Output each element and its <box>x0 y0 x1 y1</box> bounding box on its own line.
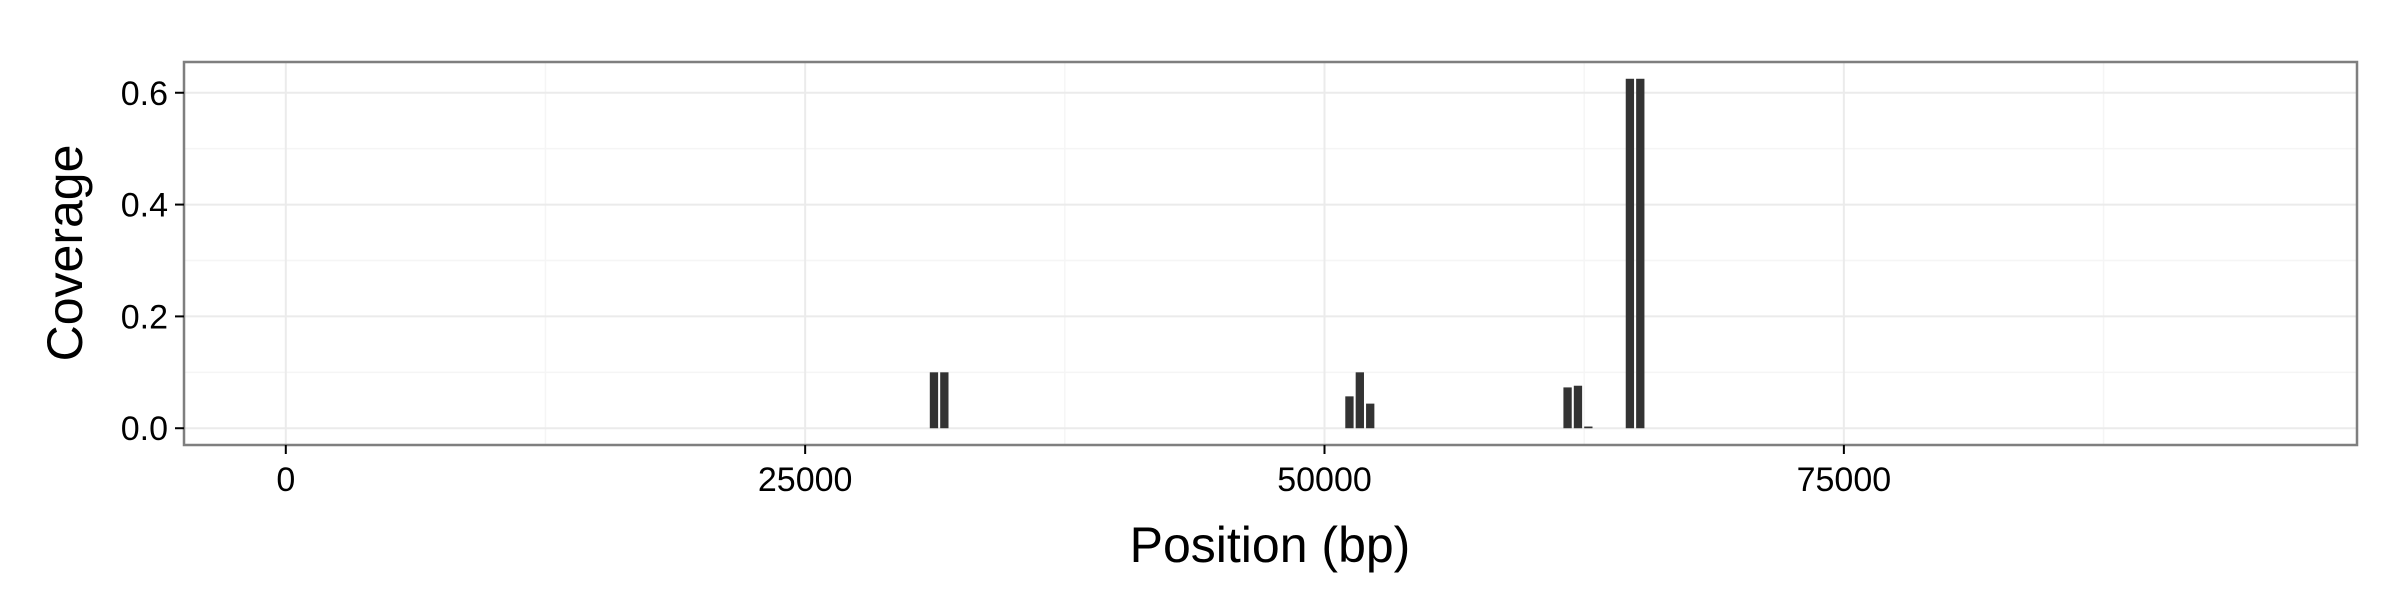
bar <box>1625 78 1635 429</box>
x-tick-label: 50000 <box>1277 461 1372 499</box>
bar <box>1366 403 1375 429</box>
x-tick-label: 25000 <box>758 461 853 499</box>
plot-panel-border <box>182 60 2359 447</box>
bar <box>1345 396 1354 429</box>
bar <box>1584 426 1593 429</box>
y-tick-label: 0.6 <box>121 75 168 113</box>
y-axis-title: Coverage <box>37 145 93 362</box>
bar <box>1563 387 1572 429</box>
y-tick-label: 0.0 <box>121 410 168 448</box>
bars <box>929 78 1645 429</box>
y-tick-label: 0.2 <box>121 298 168 336</box>
minor-gridlines <box>184 62 2357 445</box>
x-axis: 0 25000 50000 75000 <box>276 445 1891 499</box>
y-tick-label: 0.4 <box>121 187 168 225</box>
major-gridlines <box>184 62 2357 445</box>
bar <box>1573 385 1583 429</box>
bar <box>940 372 949 429</box>
bar <box>929 372 939 429</box>
x-tick-label: 0 <box>276 461 295 499</box>
x-tick-label: 75000 <box>1797 461 1892 499</box>
y-axis: 0.0 0.2 0.4 0.6 <box>121 75 184 448</box>
bar <box>1636 78 1645 429</box>
x-axis-title: Position (bp) <box>1130 517 1411 573</box>
bar <box>1355 372 1364 429</box>
